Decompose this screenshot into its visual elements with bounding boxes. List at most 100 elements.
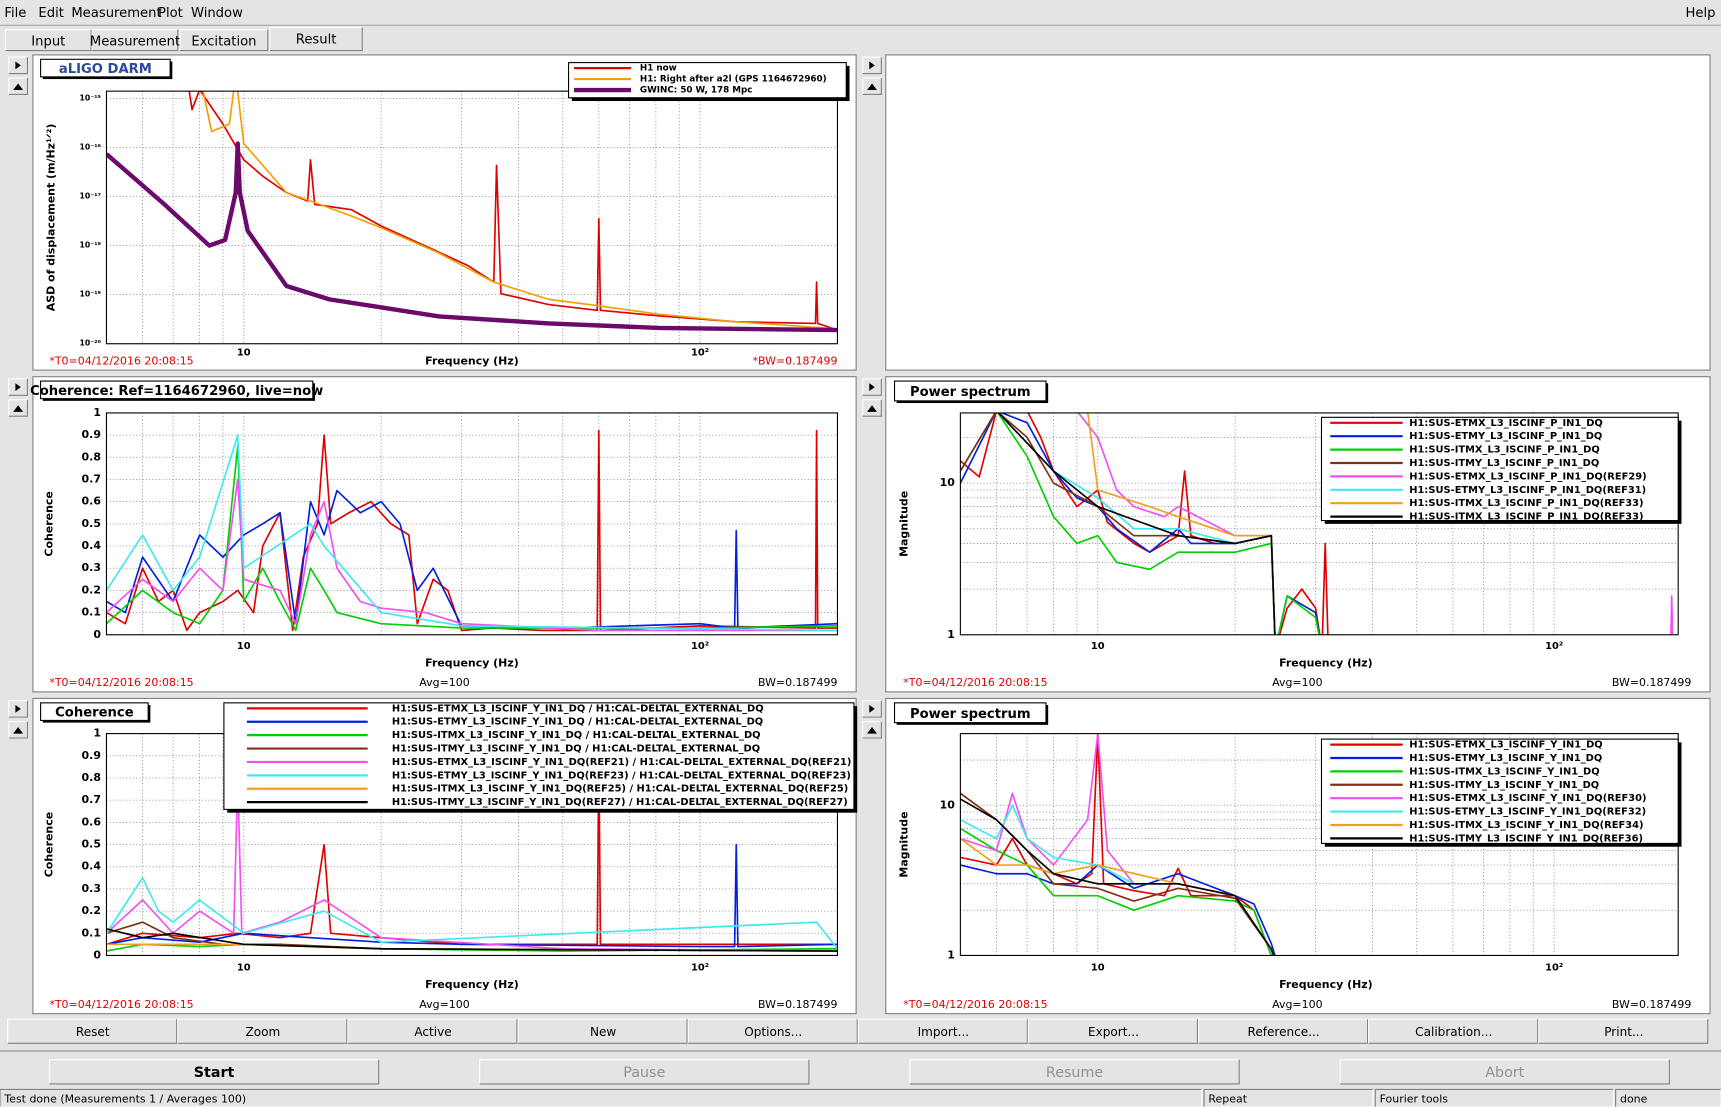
plot-button-label[interactable]: Export...	[1088, 1025, 1139, 1039]
plot-button[interactable]	[347, 1019, 517, 1044]
plot-button-label[interactable]: Calibration...	[1415, 1025, 1492, 1039]
arrow-up[interactable]	[13, 727, 24, 734]
annotation: *T0=04/12/2016 20:08:15	[903, 676, 1047, 689]
y-axis-label: Coherence	[42, 491, 55, 556]
menu-item[interactable]: Plot	[158, 6, 183, 21]
y-axis-label: Coherence	[42, 812, 55, 877]
plot-button-label[interactable]: Zoom	[245, 1025, 280, 1039]
x-tick-label: 10	[237, 963, 251, 974]
legend-label: H1:SUS-ITMX_L3_ISCINF_Y_IN1_DQ(REF34)	[1409, 820, 1643, 831]
plot-button-edge-dark	[1028, 1019, 1199, 1044]
plot-button[interactable]	[1538, 1019, 1708, 1044]
y-tick-label: 0.1	[82, 926, 101, 939]
plot-button-edge-light	[857, 1018, 1028, 1044]
arrow-right[interactable]	[869, 383, 875, 391]
series-line	[202, 91, 838, 330]
tab[interactable]	[92, 29, 178, 51]
annotation: BW=0.187499	[1612, 676, 1692, 689]
panel-collapse-edge-light	[862, 77, 882, 95]
arrow-up[interactable]	[13, 83, 24, 91]
chart-title: Coherence	[55, 706, 134, 721]
plot-button-label[interactable]: Print...	[1604, 1025, 1643, 1039]
plot-button[interactable]	[177, 1019, 347, 1044]
panel-toggle-edge-dark	[8, 700, 28, 718]
legend-label: H1:SUS-ITMY_L3_ISCINF_Y_IN1_DQ(REF27) / …	[392, 797, 848, 808]
tab-edge-dark	[5, 29, 92, 52]
plot-button[interactable]	[7, 1019, 177, 1044]
plot-button-label[interactable]: Options...	[744, 1025, 802, 1039]
y-tick-label: 0.4	[82, 539, 102, 552]
plot-button[interactable]	[858, 1019, 1028, 1044]
panel-toggle-edge-light	[8, 700, 28, 718]
plot-button[interactable]	[518, 1019, 688, 1044]
panel-collapse-edge-dark	[862, 721, 882, 739]
series-line	[106, 141, 838, 333]
y-tick-label: 1	[947, 948, 955, 961]
status-text: Repeat	[1208, 1092, 1247, 1105]
legend-label: H1:SUS-ETMX_L3_ISCINF_Y_IN1_DQ(REF30)	[1409, 793, 1646, 804]
tab-label[interactable]: Excitation	[191, 35, 256, 50]
menu-help[interactable]: Help	[1686, 6, 1716, 21]
control-button	[479, 1059, 809, 1084]
tab-label[interactable]: Result	[296, 33, 337, 48]
tab-edge-light	[179, 29, 268, 51]
arrow-up[interactable]	[867, 405, 877, 412]
plot-button[interactable]	[1028, 1019, 1198, 1044]
plot-button-edge-light	[7, 1018, 177, 1044]
arrow-right[interactable]	[15, 383, 21, 391]
menu-item[interactable]: File	[4, 6, 26, 21]
plot-button[interactable]	[1368, 1019, 1538, 1044]
arrow-right[interactable]	[869, 61, 875, 70]
plot-frame	[105, 412, 838, 636]
status-cell	[1375, 1089, 1614, 1107]
tab-label[interactable]: Measurement	[90, 35, 180, 50]
arrow-right[interactable]	[15, 61, 21, 70]
plot-button-label[interactable]: Active	[414, 1025, 451, 1039]
plot-button-label[interactable]: New	[590, 1025, 616, 1039]
status-text: Test done (Measurements 1 / Averages 100…	[3, 1092, 246, 1105]
tab[interactable]	[5, 29, 92, 51]
plot-button-label[interactable]: Reference...	[1248, 1025, 1320, 1039]
legend-label: H1:SUS-ITMY_L3_ISCINF_Y_IN1_DQ	[1409, 780, 1599, 791]
tab-edge-light	[269, 26, 363, 51]
series-line	[997, 412, 1276, 635]
tab[interactable]	[180, 29, 268, 51]
plot-button-label[interactable]: Import...	[918, 1025, 970, 1039]
arrow-up[interactable]	[13, 405, 24, 412]
y-tick-label: 10⁻¹⁷	[80, 191, 101, 200]
arrow-right[interactable]	[869, 705, 875, 713]
x-axis-label: Frequency (Hz)	[1279, 978, 1373, 991]
control-button-edge-light	[479, 1059, 809, 1084]
menu-item[interactable]: Window	[191, 6, 243, 21]
legend-label: H1:SUS-ITMY_L3_ISCINF_Y_IN1_DQ(REF36)	[1409, 833, 1643, 844]
y-tick-label: 0.8	[82, 450, 101, 463]
series-line	[106, 876, 838, 950]
menu-item[interactable]: Edit	[38, 6, 63, 21]
arrow-right[interactable]	[15, 705, 21, 713]
tab-label[interactable]: Input	[31, 35, 65, 50]
panel-toggle-edge-light	[862, 378, 882, 396]
plot-button[interactable]	[688, 1019, 858, 1044]
plot-button-edge-dark	[688, 1019, 858, 1044]
tab-edge-dark	[180, 29, 269, 52]
legend-label: H1:SUS-ITMX_L3_ISCINF_P_IN1_DQ(REF33)	[1409, 512, 1643, 523]
title-box	[40, 58, 171, 78]
plot-frame	[105, 90, 838, 345]
control-button-label[interactable]: Start	[194, 1065, 235, 1081]
plot-button-edge-light	[1198, 1018, 1368, 1044]
tab[interactable]	[270, 27, 363, 51]
x-tick-label: 10	[237, 641, 251, 652]
plot-button-label[interactable]: Reset	[76, 1025, 110, 1039]
control-button-label: Abort	[1485, 1065, 1524, 1081]
annotation: Avg=100	[419, 676, 469, 689]
x-tick-label: 10	[237, 348, 251, 359]
y-tick-label: 0.6	[82, 815, 102, 828]
arrow-up[interactable]	[867, 83, 877, 91]
arrow-up[interactable]	[867, 727, 877, 734]
annotation: Avg=100	[1272, 998, 1322, 1011]
menu-item[interactable]: Measurement	[71, 6, 161, 21]
control-button[interactable]	[49, 1059, 379, 1084]
plot-button[interactable]	[1198, 1019, 1368, 1044]
plot-button-edge-light	[347, 1018, 517, 1044]
y-tick-label: 0	[93, 948, 101, 961]
